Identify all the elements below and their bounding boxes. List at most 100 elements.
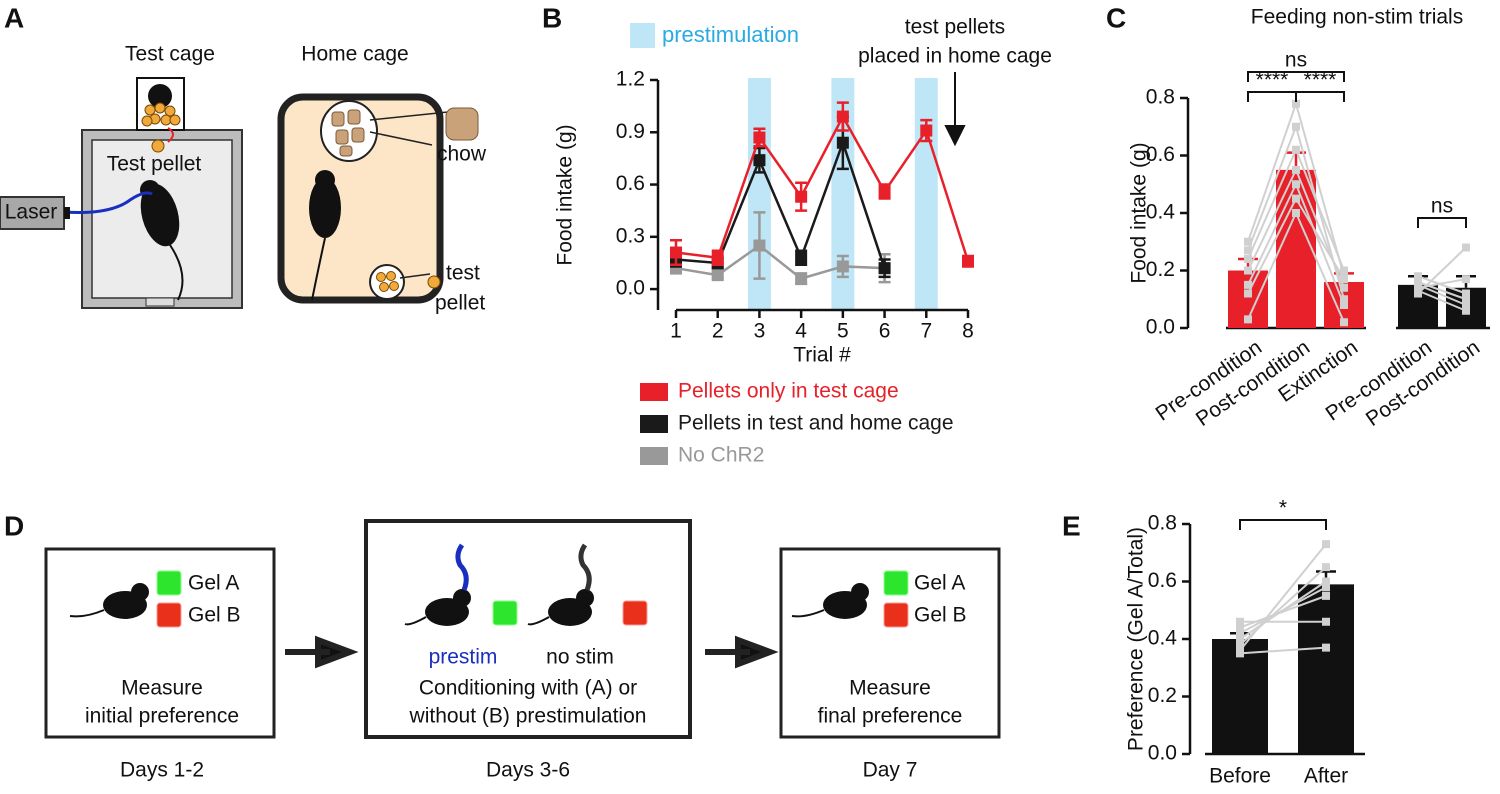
- panel-d: Gel A Gel B Measure initial preference D…: [44, 519, 1001, 782]
- x-axis-label: Trial #: [793, 344, 851, 367]
- label: no stim: [546, 646, 614, 669]
- significance-label: *: [1279, 497, 1287, 520]
- label: initial preference: [85, 705, 239, 728]
- y-axis-label: Preference (Gel A/Total): [1125, 527, 1148, 751]
- leader: [369, 111, 449, 146]
- mouse: [527, 589, 594, 626]
- gel-b: [622, 600, 648, 626]
- panel-label: D: [4, 510, 24, 541]
- significance-bracket: [1295, 91, 1345, 102]
- individual-line: [1247, 183, 1297, 286]
- bar: [1276, 169, 1316, 328]
- panel-label: A: [4, 2, 24, 33]
- marker: [878, 262, 891, 275]
- individual-point: [1292, 145, 1300, 154]
- gel-a: [156, 570, 182, 596]
- label: Gel A: [188, 572, 239, 595]
- individual-point: [1292, 194, 1300, 203]
- annotation: placed in home cage: [858, 45, 1052, 68]
- individual-line: [1295, 183, 1345, 306]
- label: pellet: [435, 292, 485, 315]
- individual-point: [1292, 209, 1300, 217]
- gel-a: [492, 600, 518, 626]
- marker: [795, 251, 808, 264]
- label: Test cage: [125, 43, 215, 66]
- individual-point: [1244, 255, 1252, 263]
- marker: [670, 246, 682, 259]
- y-tick-label: 0.0: [616, 277, 645, 300]
- marker: [920, 124, 933, 137]
- individual-point: [1292, 99, 1300, 108]
- y-tick-label: 0.3: [616, 224, 645, 247]
- panel-label: E: [1062, 510, 1081, 541]
- pellet: [427, 275, 441, 289]
- individual-point: [1340, 283, 1348, 292]
- step-box: [364, 519, 692, 739]
- individual-point: [1236, 617, 1244, 626]
- fiber: [455, 543, 469, 591]
- individual-line: [1247, 212, 1297, 320]
- individual-point: [1322, 577, 1330, 586]
- individual-point: [1244, 280, 1252, 289]
- label: Home cage: [301, 43, 408, 66]
- legend-swatch: [640, 383, 668, 401]
- label: chow: [437, 143, 487, 166]
- individual-point: [1322, 591, 1330, 600]
- marker: [878, 185, 891, 198]
- individual-point: [1244, 315, 1252, 324]
- individual-line: [1417, 278, 1467, 289]
- marker: [962, 255, 974, 268]
- x-tick-label: Before: [1209, 765, 1271, 788]
- label: test: [446, 262, 480, 285]
- x-tick-label: 4: [795, 320, 807, 343]
- label: Gel B: [188, 604, 241, 627]
- individual-point: [1462, 306, 1470, 315]
- y-tick-label: 0.2: [1148, 684, 1177, 707]
- y-tick-label: 0.4: [1146, 201, 1176, 224]
- y-tick-label: 0.8: [1148, 512, 1177, 535]
- marker: [711, 269, 724, 282]
- marker: [711, 251, 724, 264]
- significance-label: ****: [1304, 69, 1337, 92]
- mouse: [791, 583, 869, 619]
- label: Day 7: [863, 759, 918, 782]
- label: Laser: [5, 201, 58, 224]
- chart-title: Feeding non-stim trials: [1251, 6, 1463, 29]
- y-tick-label: 0.9: [616, 120, 645, 143]
- individual-point: [1462, 301, 1470, 309]
- panel-a: Test cage Home cage Test pellet Laser ch…: [0, 43, 487, 315]
- significance-label: ns: [1285, 49, 1307, 72]
- pellet: [151, 139, 165, 153]
- bar: [1212, 639, 1268, 754]
- individual-line: [1247, 198, 1297, 294]
- gel-b: [883, 602, 909, 628]
- mouse: [309, 170, 341, 301]
- individual-point: [1292, 122, 1300, 131]
- individual-line: [1295, 149, 1345, 271]
- prestim-band: [914, 78, 938, 310]
- legend-label: prestimulation: [662, 22, 799, 47]
- individual-point: [1236, 649, 1244, 658]
- x-tick-label: 2: [712, 320, 724, 343]
- y-axis-label: Food intake (g): [1128, 142, 1151, 283]
- label: prestim: [429, 646, 498, 669]
- individual-point: [1462, 295, 1470, 304]
- label: Days 1-2: [120, 759, 204, 782]
- marker: [753, 131, 766, 144]
- individual-point: [1322, 643, 1330, 652]
- individual-point: [1322, 617, 1330, 626]
- marker: [836, 260, 849, 273]
- individual-point: [1322, 540, 1330, 549]
- significance-bracket: [1247, 91, 1297, 102]
- step-box: [779, 547, 1001, 739]
- x-tick-label: After: [1304, 765, 1348, 788]
- individual-line: [1239, 646, 1327, 655]
- y-tick-label: 0.6: [616, 172, 645, 195]
- individual-point: [1462, 243, 1470, 252]
- label: Days 3-6: [486, 759, 570, 782]
- arrow: [705, 635, 779, 669]
- individual-point: [1292, 180, 1300, 189]
- door: [145, 297, 175, 307]
- panel-label: C: [1106, 2, 1126, 33]
